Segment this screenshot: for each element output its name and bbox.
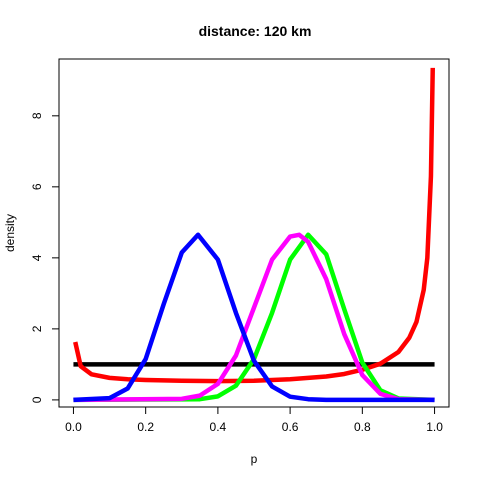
series-line-2 — [73, 67, 435, 384]
y-tick-label: 2 — [30, 325, 44, 332]
series-line-4 — [73, 232, 435, 403]
series-line-5 — [73, 232, 435, 403]
series-layer — [73, 67, 435, 403]
y-tick-label: 0 — [30, 396, 44, 403]
y-tick-label: 4 — [30, 254, 44, 261]
y-axis: 0 2 4 6 8 — [30, 112, 60, 403]
x-tick-label: 0.8 — [354, 420, 371, 434]
y-tick-label: 6 — [30, 183, 44, 190]
y-axis-label: density — [3, 214, 17, 252]
x-tick-label: 0.2 — [137, 420, 154, 434]
y-tick-label: 8 — [30, 112, 44, 119]
x-tick-label: 0.4 — [210, 420, 227, 434]
x-tick-label: 0.6 — [282, 420, 299, 434]
chart-title: distance: 120 km — [199, 23, 312, 39]
series-line-3 — [73, 232, 435, 403]
x-tick-label: 1.0 — [426, 420, 443, 434]
x-tick-label: 0.0 — [65, 420, 82, 434]
x-axis-label: p — [251, 452, 258, 466]
x-axis: 0.0 0.2 0.4 0.6 0.8 1.0 — [65, 406, 443, 434]
